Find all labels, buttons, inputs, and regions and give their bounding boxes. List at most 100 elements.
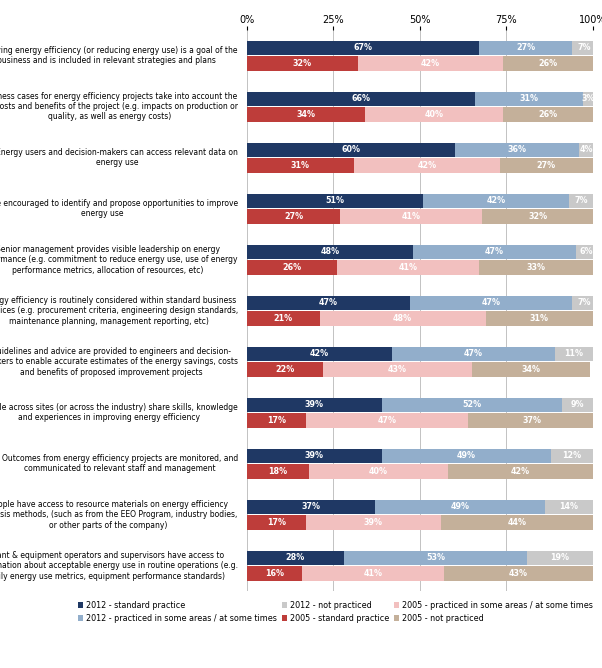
Bar [579,142,593,157]
Bar [500,158,593,172]
Text: 21%: 21% [273,314,293,323]
Text: 39%: 39% [364,518,383,527]
Bar [247,397,382,412]
Bar [393,347,555,361]
Bar [423,194,569,208]
Bar [247,244,413,259]
Bar [572,41,597,55]
Bar [364,108,503,122]
Bar [247,550,344,565]
Bar [472,362,589,377]
Text: 9%: 9% [571,400,584,409]
Bar [503,56,593,71]
Text: 11%: 11% [565,349,583,358]
Text: 28%: 28% [286,553,305,562]
Text: 60%: 60% [341,145,360,154]
Bar [247,464,309,479]
Text: 49%: 49% [450,502,469,511]
Text: 32%: 32% [528,212,547,221]
Bar [320,311,486,325]
Bar [247,158,354,172]
Bar [309,464,447,479]
Text: 27%: 27% [536,161,556,170]
Text: 31%: 31% [530,314,549,323]
Bar [479,261,593,275]
Text: 52%: 52% [462,400,482,409]
Bar [344,550,527,565]
Text: 16%: 16% [265,569,284,578]
Text: 47%: 47% [318,299,338,307]
Bar [306,516,441,530]
Bar [455,142,579,157]
Bar [247,41,479,55]
Text: 18%: 18% [268,467,288,476]
Text: 47%: 47% [464,349,483,358]
Text: 49%: 49% [457,452,476,460]
Bar [409,296,572,310]
Bar [444,566,593,580]
Text: 42%: 42% [417,161,436,170]
Bar [486,311,593,325]
Bar [555,347,593,361]
Text: 42%: 42% [510,467,530,476]
Text: 51%: 51% [326,196,344,205]
Text: 33%: 33% [526,263,545,272]
Bar [375,500,544,514]
Text: 17%: 17% [267,416,286,425]
Text: 39%: 39% [305,452,324,460]
Text: 40%: 40% [369,467,388,476]
Text: 53%: 53% [426,553,445,562]
Bar [247,516,306,530]
Text: 22%: 22% [275,365,294,374]
Text: 4%: 4% [579,145,593,154]
Bar [302,566,444,580]
Bar [569,194,593,208]
Bar [382,449,551,463]
Text: 66%: 66% [352,94,371,104]
Text: 48%: 48% [393,314,412,323]
Text: 31%: 31% [291,161,310,170]
Text: 37%: 37% [523,416,542,425]
Text: 3%: 3% [581,94,595,104]
Text: 47%: 47% [377,416,397,425]
Text: 37%: 37% [302,502,320,511]
Text: 36%: 36% [507,145,526,154]
Text: 19%: 19% [551,553,569,562]
Bar [551,449,593,463]
Bar [479,41,572,55]
Text: 41%: 41% [399,263,417,272]
Text: 47%: 47% [485,247,504,257]
Text: 26%: 26% [282,263,302,272]
Text: 32%: 32% [293,59,312,68]
Bar [247,92,475,106]
Bar [503,108,593,122]
Text: 26%: 26% [538,59,557,68]
Text: 39%: 39% [305,400,324,409]
Bar [247,347,393,361]
Text: 42%: 42% [310,349,329,358]
Text: 48%: 48% [320,247,340,257]
Bar [544,500,593,514]
Bar [337,261,479,275]
Text: 26%: 26% [538,110,557,119]
Text: 34%: 34% [521,365,540,374]
Bar [247,311,320,325]
Text: 17%: 17% [267,518,286,527]
Bar [413,244,576,259]
Text: 43%: 43% [509,569,528,578]
Bar [247,108,364,122]
Bar [306,413,468,428]
Text: 34%: 34% [296,110,315,119]
Bar [382,397,562,412]
Bar [247,566,302,580]
Bar [576,244,597,259]
Text: 7%: 7% [574,196,588,205]
Bar [482,209,593,224]
Bar [583,92,593,106]
Text: 44%: 44% [507,518,526,527]
Bar [247,500,375,514]
Text: 12%: 12% [563,452,582,460]
Bar [562,397,593,412]
Bar [247,449,382,463]
Bar [247,142,455,157]
